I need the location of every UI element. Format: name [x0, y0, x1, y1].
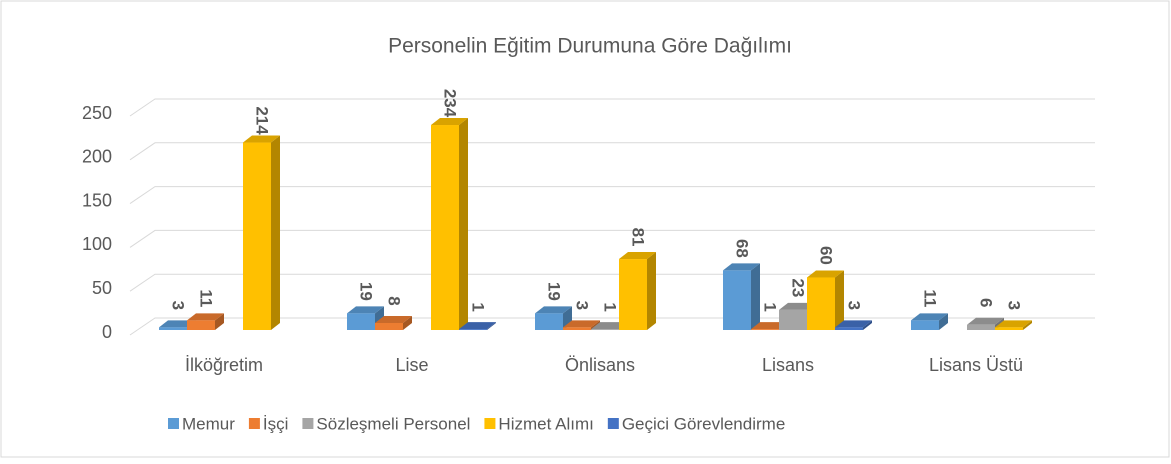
bar — [807, 270, 844, 330]
legend-label: Sözleşmeli Personel — [316, 414, 470, 433]
data-label: 81 — [629, 228, 648, 247]
grid-line — [129, 98, 1095, 117]
data-label: 8 — [385, 296, 404, 305]
data-label: 3 — [845, 301, 864, 310]
y-tick-label: 50 — [92, 278, 112, 298]
data-label: 1 — [469, 302, 488, 311]
bar — [459, 322, 496, 330]
data-label: 11 — [197, 289, 216, 307]
grid-line — [129, 186, 1095, 205]
bar — [535, 306, 572, 330]
data-label: 6 — [977, 298, 996, 307]
legend-swatch — [302, 418, 314, 429]
y-tick-label: 200 — [82, 147, 112, 167]
bar — [835, 320, 872, 330]
data-label: 214 — [253, 106, 272, 135]
data-label: 1 — [761, 302, 780, 311]
bar — [619, 252, 656, 330]
x-tick-label: Önlisans — [565, 355, 635, 375]
legend-swatch — [607, 418, 619, 429]
data-label: 3 — [573, 301, 592, 310]
legend-label: Hizmet Alımı — [498, 414, 593, 433]
data-label: 19 — [357, 282, 376, 301]
x-tick-label: İlköğretim — [185, 355, 263, 375]
bar — [911, 313, 948, 330]
x-tick-label: Lisans — [762, 355, 814, 375]
legend-label: Memur — [182, 414, 235, 433]
x-tick-label: Lise — [395, 355, 428, 375]
legend-label: İşçi — [263, 414, 289, 433]
bar — [243, 135, 280, 330]
data-label: 1 — [601, 302, 620, 311]
bar — [375, 315, 412, 330]
bar — [723, 263, 760, 330]
data-label: 19 — [545, 282, 564, 301]
legend-swatch — [248, 418, 260, 429]
data-label: 68 — [733, 239, 752, 258]
chart-title: Personelin Eğitim Durumuna Göre Dağılımı — [388, 35, 792, 58]
legend-swatch — [168, 418, 179, 429]
data-label: 3 — [1005, 301, 1024, 310]
bar — [431, 118, 468, 331]
legend-label: Geçici Görevlendirme — [622, 414, 785, 433]
x-tick-label: Lisans Üstü — [929, 355, 1023, 375]
data-label: 11 — [921, 289, 940, 307]
data-label: 60 — [817, 246, 836, 265]
bar — [187, 313, 224, 330]
grid-line — [129, 229, 1095, 248]
y-tick-label: 250 — [82, 103, 112, 123]
y-tick-label: 100 — [82, 234, 112, 254]
y-tick-label: 150 — [82, 190, 112, 210]
grid-line — [129, 142, 1095, 161]
legend-swatch — [484, 418, 496, 429]
data-label: 23 — [789, 278, 808, 297]
bar — [995, 320, 1032, 330]
data-label: 234 — [441, 89, 460, 118]
data-label: 3 — [169, 301, 188, 310]
grid-line — [129, 273, 1095, 292]
y-tick-label: 0 — [102, 322, 112, 342]
